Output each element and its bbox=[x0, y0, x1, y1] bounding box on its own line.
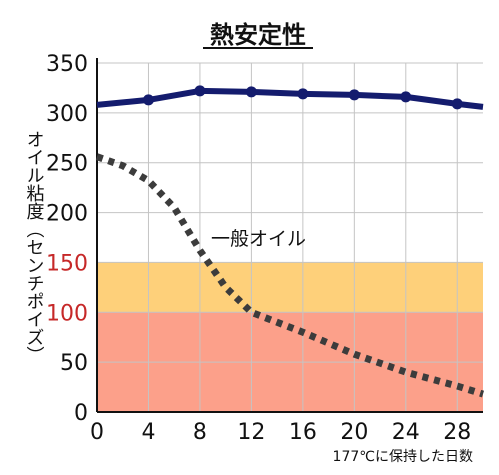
series-point-0-12 bbox=[245, 86, 257, 98]
x-tick-label-0: 0 bbox=[90, 420, 104, 445]
viscosity-band-1 bbox=[97, 262, 483, 313]
series-annotation-general-oil: 一般オイル bbox=[211, 228, 306, 250]
x-tick-label-8: 8 bbox=[193, 420, 207, 445]
x-tick-label-20: 20 bbox=[340, 420, 368, 445]
series-point-0-20 bbox=[348, 89, 360, 101]
y-tick-labels: 0 50 100 150 200 250 300 350 bbox=[46, 52, 88, 426]
y-tick-label-0: 0 bbox=[74, 401, 88, 426]
x-axis-label: 177℃に保持した日数 bbox=[333, 449, 473, 465]
y-tick-label-350: 350 bbox=[46, 52, 88, 77]
y-tick-label-300: 300 bbox=[46, 102, 88, 127]
y-tick-label-100: 100 bbox=[46, 301, 88, 326]
chart-title: 熱安定性 bbox=[210, 21, 306, 49]
series-point-0-28 bbox=[451, 98, 463, 110]
axes bbox=[96, 58, 483, 413]
series-line-0 bbox=[96, 87, 484, 110]
y-tick-label-50: 50 bbox=[60, 351, 88, 376]
series-point-0-4 bbox=[142, 94, 154, 106]
x-tick-label-4: 4 bbox=[141, 420, 155, 445]
series-layer bbox=[95, 85, 485, 398]
x-tick-label-12: 12 bbox=[237, 420, 265, 445]
x-tick-label-24: 24 bbox=[392, 420, 420, 445]
series-line-general-oil bbox=[95, 153, 485, 398]
viscosity-bands bbox=[97, 262, 483, 412]
y-tick-label-150: 150 bbox=[46, 251, 88, 276]
grid-lines bbox=[97, 62, 483, 412]
y-tick-label-250: 250 bbox=[46, 152, 88, 177]
x-tick-labels: 0 4 8 12 16 20 24 28 bbox=[90, 420, 471, 445]
series-point-0-16 bbox=[297, 88, 309, 100]
series-point-0-24 bbox=[400, 91, 412, 103]
y-axis-label: オイル粘度（センチポイズ） bbox=[24, 130, 45, 364]
y-tick-label-200: 200 bbox=[46, 202, 88, 227]
series-point-0-8 bbox=[194, 85, 206, 97]
x-tick-label-16: 16 bbox=[289, 420, 317, 445]
x-tick-label-28: 28 bbox=[443, 420, 471, 445]
